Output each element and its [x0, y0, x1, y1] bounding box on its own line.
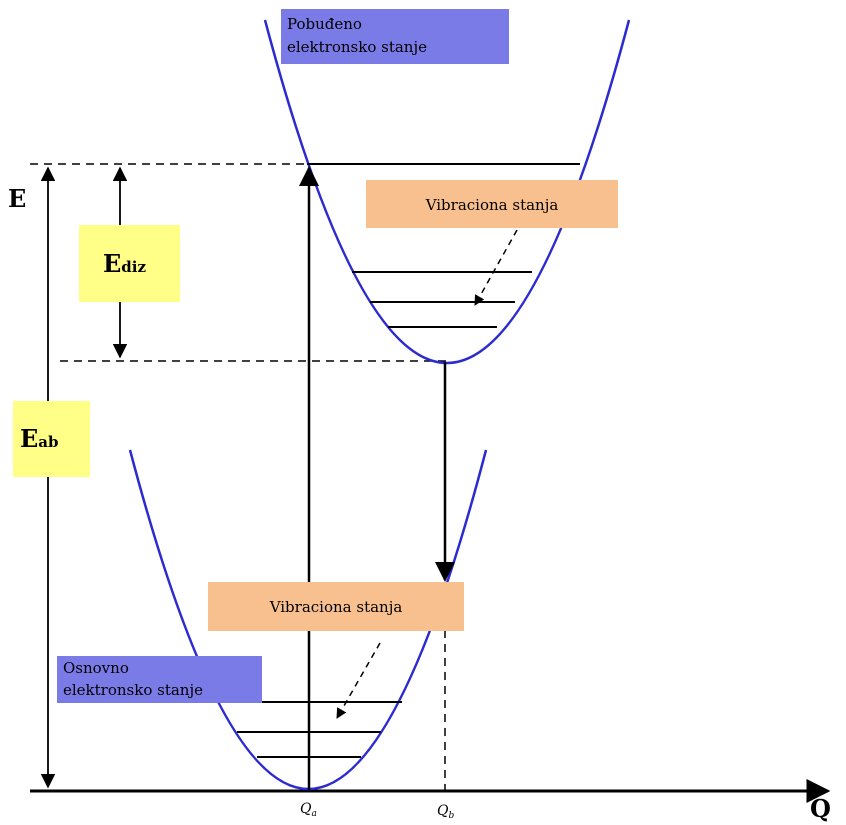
ediz-label-sub: diz	[121, 258, 146, 276]
y-axis-label: E	[8, 184, 26, 213]
excited-state-label-line1: Pobuđeno	[287, 15, 362, 33]
excited-state-label-line2: elektronsko stanje	[287, 38, 427, 56]
qb-label: Qb	[437, 803, 454, 821]
qb-label-sub: b	[448, 811, 454, 821]
excited-state-label-box	[281, 9, 509, 64]
lower-vib-label: Vibraciona stanja	[269, 598, 403, 616]
qa-label-main: Q	[300, 801, 312, 817]
ediz-label-box	[79, 225, 180, 302]
upper-vib-pointer	[474, 229, 518, 306]
upper-vib-label: Vibraciona stanja	[425, 196, 559, 214]
x-axis-label: Q	[810, 794, 831, 823]
upper-vib-label-box	[366, 180, 618, 228]
ediz-label-main: E	[103, 249, 121, 278]
lower-vib-label-box	[208, 582, 464, 631]
qb-label-main: Q	[437, 803, 449, 819]
qa-label: Qa	[300, 801, 317, 819]
ground-state-label-box	[57, 656, 262, 703]
eab-label-main: E	[20, 424, 38, 453]
ground-state-label-line1: Osnovno	[63, 659, 129, 677]
eab-label-box	[13, 401, 90, 477]
qa-label-sub: a	[311, 809, 316, 819]
ground-state-label-line2: elektronsko stanje	[63, 681, 203, 699]
eab-label-sub: ab	[38, 433, 58, 451]
ediz-label: Ediz	[103, 249, 146, 278]
eab-label: Eab	[20, 424, 59, 453]
lower-vib-pointer	[336, 642, 381, 719]
